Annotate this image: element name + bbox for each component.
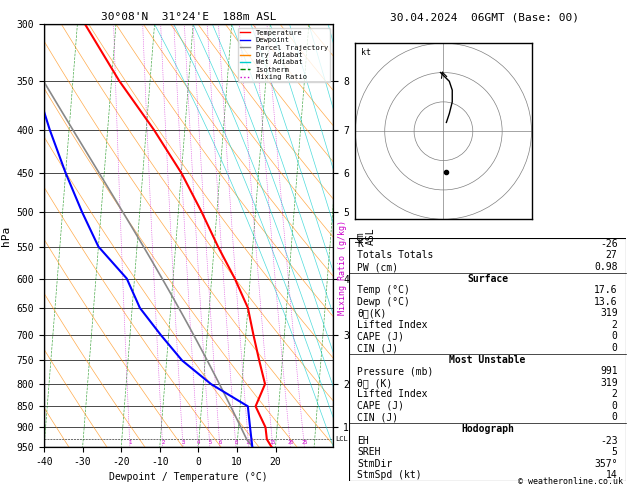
- Text: StmSpd (kt): StmSpd (kt): [357, 470, 422, 480]
- Text: 0.98: 0.98: [594, 262, 618, 272]
- Text: Lifted Index: Lifted Index: [357, 389, 428, 399]
- Text: 0: 0: [611, 413, 618, 422]
- Text: 319: 319: [600, 308, 618, 318]
- Text: 0: 0: [611, 331, 618, 342]
- Text: 2: 2: [611, 389, 618, 399]
- Text: 6: 6: [218, 440, 221, 445]
- Text: SREH: SREH: [357, 447, 381, 457]
- Text: 2: 2: [161, 440, 164, 445]
- Text: Most Unstable: Most Unstable: [449, 355, 526, 364]
- Text: 4: 4: [196, 440, 199, 445]
- Text: 30.04.2024  06GMT (Base: 00): 30.04.2024 06GMT (Base: 00): [390, 12, 579, 22]
- Text: -23: -23: [600, 435, 618, 446]
- Text: 2: 2: [611, 320, 618, 330]
- Text: 1: 1: [128, 440, 131, 445]
- Text: CAPE (J): CAPE (J): [357, 401, 404, 411]
- Text: 5: 5: [208, 440, 211, 445]
- Legend: Temperature, Dewpoint, Parcel Trajectory, Dry Adiabat, Wet Adiabat, Isotherm, Mi: Temperature, Dewpoint, Parcel Trajectory…: [238, 28, 330, 82]
- Text: 5: 5: [611, 447, 618, 457]
- Text: 8: 8: [235, 440, 238, 445]
- Text: 991: 991: [600, 366, 618, 376]
- Text: 17.6: 17.6: [594, 285, 618, 295]
- Text: Mixing Ratio (g/kg): Mixing Ratio (g/kg): [338, 220, 347, 315]
- Text: CAPE (J): CAPE (J): [357, 331, 404, 342]
- Text: © weatheronline.co.uk: © weatheronline.co.uk: [518, 477, 623, 486]
- Text: 25: 25: [301, 440, 308, 445]
- Text: 357°: 357°: [594, 459, 618, 469]
- Text: θᴇ (K): θᴇ (K): [357, 378, 392, 388]
- Text: 27: 27: [606, 250, 618, 260]
- Text: K: K: [357, 239, 364, 249]
- Text: 0: 0: [611, 401, 618, 411]
- Text: CIN (J): CIN (J): [357, 413, 399, 422]
- Text: LCL: LCL: [335, 436, 348, 442]
- Text: Hodograph: Hodograph: [461, 424, 514, 434]
- Text: StmDir: StmDir: [357, 459, 392, 469]
- Title: 30°08'N  31°24'E  188m ASL: 30°08'N 31°24'E 188m ASL: [101, 12, 277, 22]
- Text: Pressure (mb): Pressure (mb): [357, 366, 434, 376]
- Y-axis label: km
ASL: km ASL: [355, 227, 376, 244]
- Text: 14: 14: [606, 470, 618, 480]
- Text: kt: kt: [361, 48, 371, 57]
- Text: Totals Totals: Totals Totals: [357, 250, 434, 260]
- Text: θᴇ(K): θᴇ(K): [357, 308, 387, 318]
- Text: 13.6: 13.6: [594, 297, 618, 307]
- Text: Temp (°C): Temp (°C): [357, 285, 410, 295]
- Text: Lifted Index: Lifted Index: [357, 320, 428, 330]
- Y-axis label: hPa: hPa: [1, 226, 11, 246]
- Text: -26: -26: [600, 239, 618, 249]
- Text: Surface: Surface: [467, 274, 508, 284]
- Text: 20: 20: [287, 440, 294, 445]
- Text: 319: 319: [600, 378, 618, 388]
- X-axis label: Dewpoint / Temperature (°C): Dewpoint / Temperature (°C): [109, 472, 268, 483]
- Text: 3: 3: [181, 440, 185, 445]
- Text: EH: EH: [357, 435, 369, 446]
- Text: 15: 15: [270, 440, 276, 445]
- Text: PW (cm): PW (cm): [357, 262, 399, 272]
- Text: 10: 10: [245, 440, 252, 445]
- Text: Dewp (°C): Dewp (°C): [357, 297, 410, 307]
- Text: CIN (J): CIN (J): [357, 343, 399, 353]
- Text: 0: 0: [611, 343, 618, 353]
